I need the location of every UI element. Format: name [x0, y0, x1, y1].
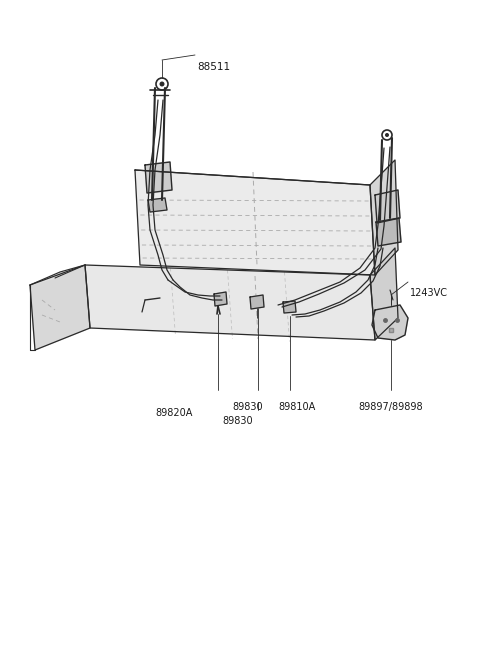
Polygon shape [283, 301, 296, 313]
Polygon shape [145, 162, 172, 193]
Polygon shape [30, 265, 85, 285]
Text: 89820A: 89820A [155, 408, 192, 418]
Polygon shape [214, 292, 227, 306]
Circle shape [385, 133, 389, 137]
Polygon shape [372, 305, 408, 340]
Polygon shape [135, 170, 375, 275]
Polygon shape [370, 248, 398, 340]
Text: 89810A: 89810A [278, 402, 315, 412]
Polygon shape [85, 265, 375, 340]
Text: 88511: 88511 [197, 62, 230, 72]
Polygon shape [375, 190, 400, 223]
Polygon shape [376, 218, 401, 246]
Text: 89830: 89830 [222, 416, 252, 426]
Polygon shape [250, 295, 264, 309]
Polygon shape [148, 198, 167, 212]
Polygon shape [30, 265, 90, 350]
Circle shape [159, 81, 165, 87]
Text: 1243VC: 1243VC [410, 288, 448, 298]
Text: 89830: 89830 [232, 402, 263, 412]
Polygon shape [370, 160, 398, 275]
Text: 89897/89898: 89897/89898 [358, 402, 422, 412]
